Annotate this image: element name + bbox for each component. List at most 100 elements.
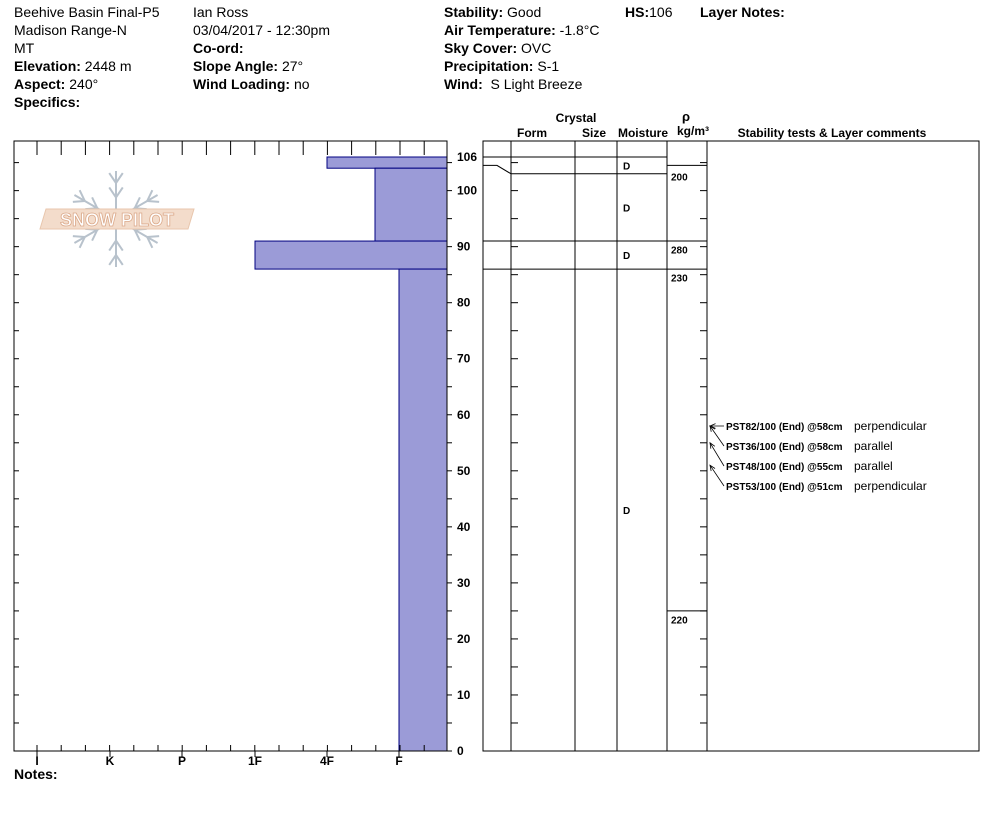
hardness-bar xyxy=(398,268,448,752)
moisture-header: Moisture xyxy=(618,126,668,140)
moisture-value: D xyxy=(623,203,630,214)
height-tick-label: 80 xyxy=(457,296,471,310)
air-temp-label: Air Temperature: xyxy=(444,22,556,38)
sky-cover-label: Sky Cover: xyxy=(444,40,518,56)
stability-label: Stability: xyxy=(444,4,504,20)
height-tick-label: 0 xyxy=(457,744,464,758)
specifics-label: Specifics: xyxy=(14,94,81,110)
height-tick-label: 30 xyxy=(457,576,471,590)
wind-loading-value: no xyxy=(293,76,310,92)
layer-notes-field: Layer Notes: xyxy=(700,3,785,21)
flake-branch xyxy=(91,196,99,209)
hardness-tick-label: 4F xyxy=(320,754,334,768)
range-name: Madison Range-N xyxy=(14,22,127,38)
stability-test-code: PST48/100 (End) @55cm xyxy=(726,462,843,473)
hardness-tick-label: P xyxy=(178,754,186,768)
precip-value: S-1 xyxy=(537,58,560,74)
rho-header: ρ xyxy=(682,109,690,124)
wind-loading-label: Wind Loading: xyxy=(193,76,291,92)
coord-label: Co-ord: xyxy=(193,40,244,56)
hardness-bar xyxy=(254,240,448,270)
observer-name: Ian Ross xyxy=(193,4,249,20)
moisture-value: D xyxy=(623,506,630,517)
form-header: Form xyxy=(517,126,547,140)
flake-branch xyxy=(133,229,141,242)
wind-loading-field: Wind Loading: no xyxy=(193,75,310,93)
location-name: Beehive Basin Final-P5 xyxy=(14,4,160,20)
observation-datetime: 03/04/2017 - 12:30pm xyxy=(193,22,330,38)
top-ticks xyxy=(36,141,425,155)
precip-label: Precipitation: xyxy=(444,58,534,74)
flake-branch xyxy=(115,186,124,198)
flake-branch xyxy=(108,186,117,198)
stability-test-comment: perpendicular xyxy=(854,419,927,433)
test-pointer xyxy=(709,464,725,487)
flake-branch xyxy=(78,236,86,249)
flake-branch xyxy=(72,200,85,203)
wind-field: Wind: S Light Breeze xyxy=(444,75,582,93)
stability-field: Stability: Good xyxy=(444,3,541,21)
hardness-axis: I K P 1F 4F F xyxy=(35,745,425,768)
hs-value: 106 xyxy=(649,4,673,20)
flake-branch xyxy=(133,196,141,209)
test-pointer xyxy=(709,425,725,447)
stability-tests: PST82/100 (End) @58cm perpendicular PST36/… xyxy=(708,419,927,493)
hardness-bars xyxy=(254,156,448,752)
wind-label: Wind: xyxy=(444,76,483,92)
specifics-field: Specifics: xyxy=(14,93,80,111)
crystal-header: Crystal xyxy=(556,111,597,125)
stability-value: Good xyxy=(507,4,542,20)
density-value: 280 xyxy=(671,245,688,256)
height-tick-label: 60 xyxy=(457,408,471,422)
air-temp-field: Air Temperature: -1.8°C xyxy=(444,21,600,39)
hardness-tick-label: I xyxy=(35,754,38,768)
height-tick-label: 90 xyxy=(457,240,471,254)
moisture-value: D xyxy=(623,161,630,172)
hs-field: HS:106 xyxy=(625,3,672,21)
notes-field: Notes: xyxy=(14,765,58,783)
state-name: MT xyxy=(14,40,35,56)
precip-field: Precipitation: S-1 xyxy=(444,57,559,75)
column-headers: Crystal Form Size Moisture ρ kg/m³ Stabi… xyxy=(517,109,927,140)
elevation-label: Elevation: xyxy=(14,58,81,74)
flake-branch xyxy=(108,172,117,184)
stability-test-comment: perpendicular xyxy=(854,479,927,493)
flake-branch xyxy=(115,240,124,252)
test-pointer xyxy=(709,442,725,467)
hardness-bar xyxy=(374,167,448,242)
hardness-tick-label: F xyxy=(395,754,402,768)
size-header: Size xyxy=(582,126,606,140)
height-tick-label: 100 xyxy=(457,184,477,198)
slope-value: 27° xyxy=(281,58,304,74)
density-value: 200 xyxy=(671,173,688,184)
aspect-value: 240° xyxy=(69,76,99,92)
wind-value: S Light Breeze xyxy=(490,76,583,92)
height-tick-label: 20 xyxy=(457,632,471,646)
flake-branch xyxy=(115,254,124,266)
flake-branch xyxy=(147,235,160,238)
density-unit-header: kg/m³ xyxy=(677,124,709,138)
layer-table-frame xyxy=(482,140,980,752)
table-ticks xyxy=(511,162,707,752)
stability-test-comment: parallel xyxy=(854,459,893,473)
slope-label: Slope Angle: xyxy=(193,58,279,74)
flake-branch xyxy=(91,229,99,242)
stability-test-comment: parallel xyxy=(854,439,893,453)
flake-branch xyxy=(115,172,124,184)
height-tick-label: 70 xyxy=(457,352,471,366)
density-values: 200 280 230 220 xyxy=(667,164,707,626)
height-tick-label: 106 xyxy=(457,150,477,164)
sky-cover-field: Sky Cover: OVC xyxy=(444,39,551,57)
snowpilot-logo: SNOW PILOT xyxy=(39,171,195,267)
density-value: 230 xyxy=(671,273,688,284)
height-axis: 0 10 20 30 40 50 60 70 80 90 100 106 xyxy=(14,150,477,758)
elevation-field: Elevation: 2448 m xyxy=(14,57,132,75)
flake-branch xyxy=(72,235,85,238)
moisture-value: D xyxy=(623,251,630,262)
logo-banner xyxy=(39,208,195,230)
layer-boundaries xyxy=(483,156,667,270)
hs-label: HS: xyxy=(625,4,650,20)
flake-branch xyxy=(108,240,117,252)
logo-text: SNOW PILOT xyxy=(60,210,174,230)
